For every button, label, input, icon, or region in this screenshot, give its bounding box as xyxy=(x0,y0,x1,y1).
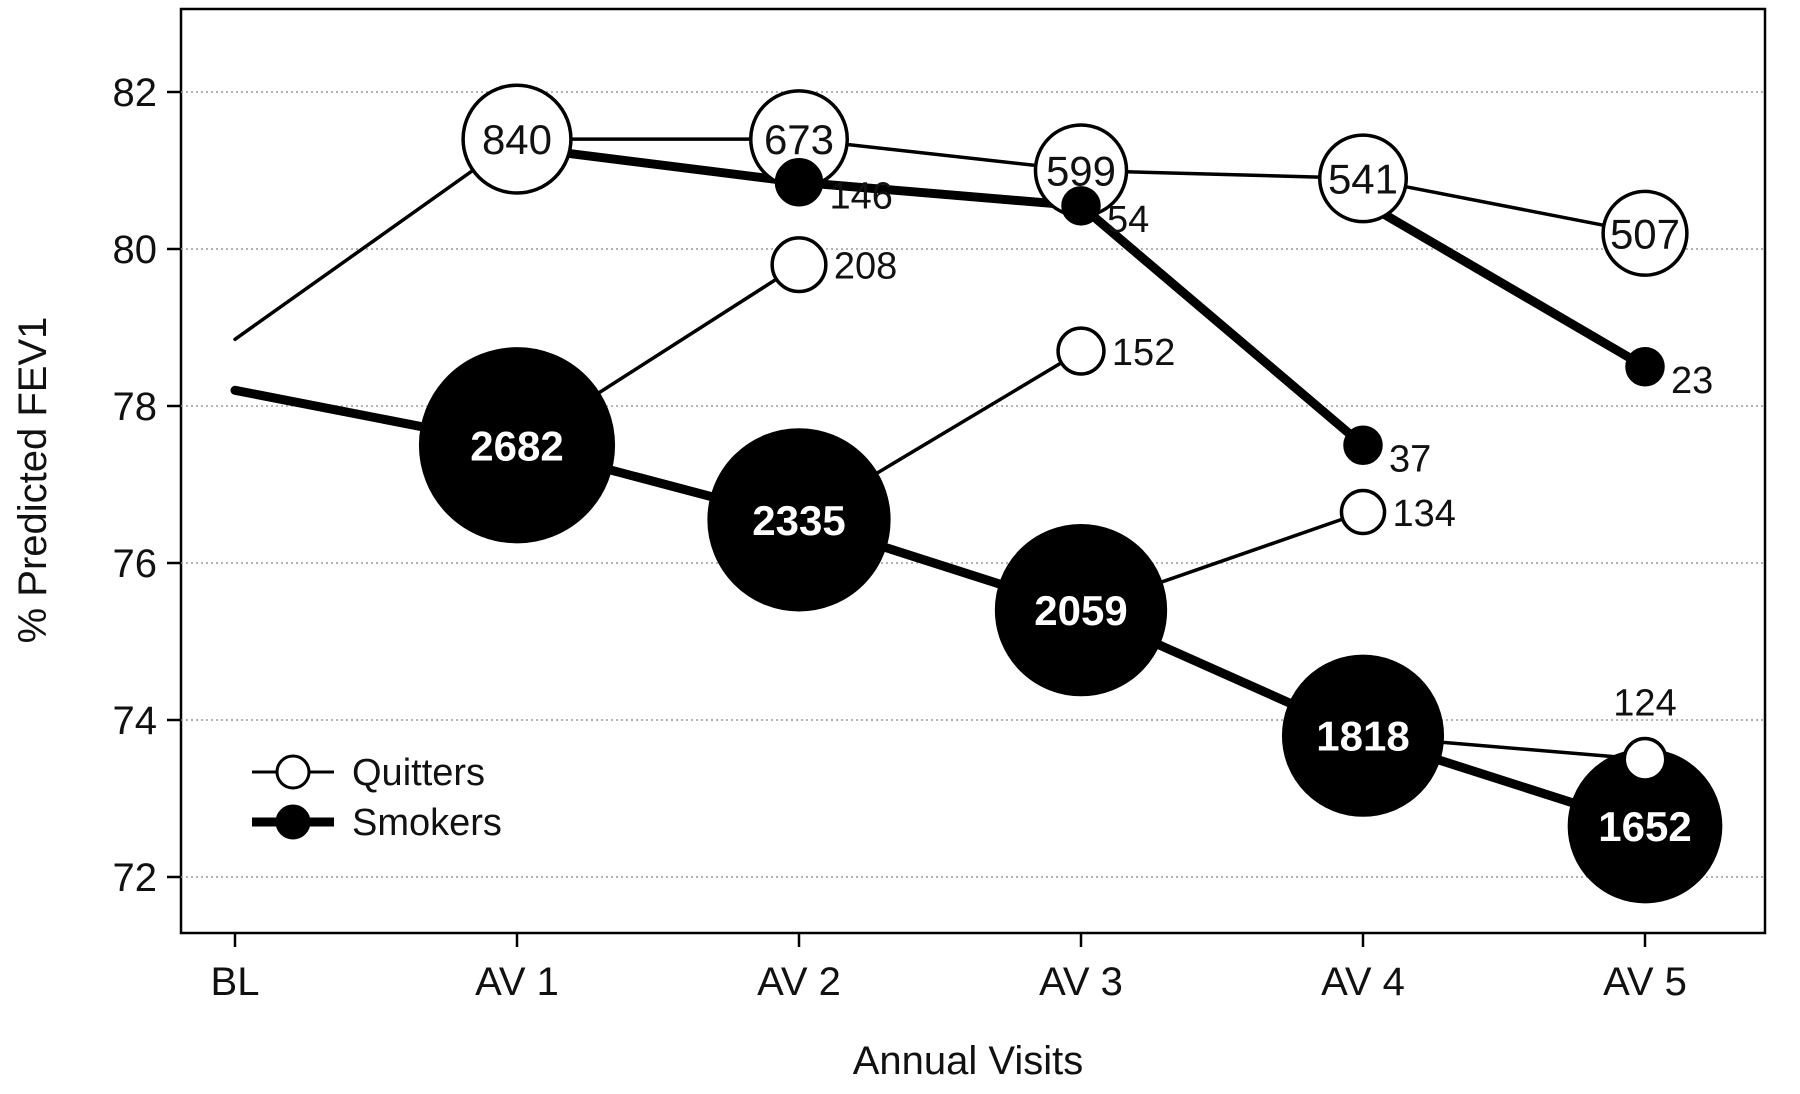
x-tick-label: AV 5 xyxy=(1603,960,1687,1004)
point-count-label: 37 xyxy=(1389,438,1431,480)
legend: Quitters Smokers xyxy=(252,752,502,844)
x-tick-label: AV 3 xyxy=(1039,960,1123,1004)
y-axis-label: % Predicted FEV1 xyxy=(11,317,55,644)
legend-label: Quitters xyxy=(352,752,485,794)
quitter-marker xyxy=(1056,326,1106,376)
x-tick-label: AV 4 xyxy=(1321,960,1405,1004)
series-line xyxy=(233,137,1647,342)
smoker-marker xyxy=(994,523,1168,697)
point-count-label: 1818 xyxy=(1316,713,1409,760)
quitter-marker xyxy=(1601,189,1689,277)
y-tick-label: 72 xyxy=(113,856,158,900)
smoker-marker xyxy=(1343,425,1383,465)
point-count-label: 152 xyxy=(1112,332,1175,374)
point-count-label: 54 xyxy=(1107,199,1149,241)
point-count-label: 673 xyxy=(764,116,834,163)
series-line xyxy=(1358,197,1650,372)
point-count-label: 146 xyxy=(829,175,892,217)
smoker-marker xyxy=(707,428,891,612)
point-count-label: 840 xyxy=(482,116,552,163)
quitter-marker xyxy=(770,236,828,294)
y-axis: 72 74 76 78 80 82 xyxy=(113,71,181,900)
point-count-label: 208 xyxy=(834,246,897,288)
point-count-label: 23 xyxy=(1671,360,1713,402)
legend-label: Smokers xyxy=(352,802,502,844)
point-count-label: 2059 xyxy=(1034,587,1127,634)
quitter-marker xyxy=(461,83,573,195)
point-count-label: 541 xyxy=(1328,155,1398,202)
x-tick-label: AV 2 xyxy=(757,960,841,1004)
point-count-label: 2682 xyxy=(470,422,563,469)
point-count-label: 1652 xyxy=(1598,803,1691,850)
grid-layer xyxy=(181,91,1765,878)
y-tick-label: 76 xyxy=(113,542,158,586)
x-tick-label: AV 1 xyxy=(475,960,559,1004)
point-count-label: 134 xyxy=(1393,493,1456,535)
legend-open-marker xyxy=(275,754,311,790)
point-count-label: 124 xyxy=(1613,682,1676,724)
quitter-marker xyxy=(1339,488,1387,536)
smoker-marker xyxy=(1281,654,1445,817)
plot-frame xyxy=(179,7,1767,935)
y-tick-label: 78 xyxy=(113,385,158,429)
point-count-label: 2335 xyxy=(752,497,845,544)
y-tick-label: 80 xyxy=(113,228,158,272)
smoker-marker xyxy=(1625,347,1665,387)
point-count-label: 507 xyxy=(1610,210,1680,257)
y-tick-label: 74 xyxy=(113,699,158,743)
x-tick-label: BL xyxy=(211,960,260,1004)
x-axis: BL AV 1 AV 2 AV 3 AV 4 AV 5 xyxy=(211,933,1687,1004)
quitter-marker xyxy=(1317,133,1409,224)
quitter-marker xyxy=(1622,736,1668,782)
series-line xyxy=(512,142,1368,450)
legend-filled-marker xyxy=(275,804,311,840)
smoker-marker xyxy=(774,158,824,207)
y-tick-label: 82 xyxy=(113,71,158,115)
smoker-marker xyxy=(1061,186,1101,226)
smoker-marker xyxy=(418,347,616,544)
x-axis-label: Annual Visits xyxy=(853,1039,1084,1083)
